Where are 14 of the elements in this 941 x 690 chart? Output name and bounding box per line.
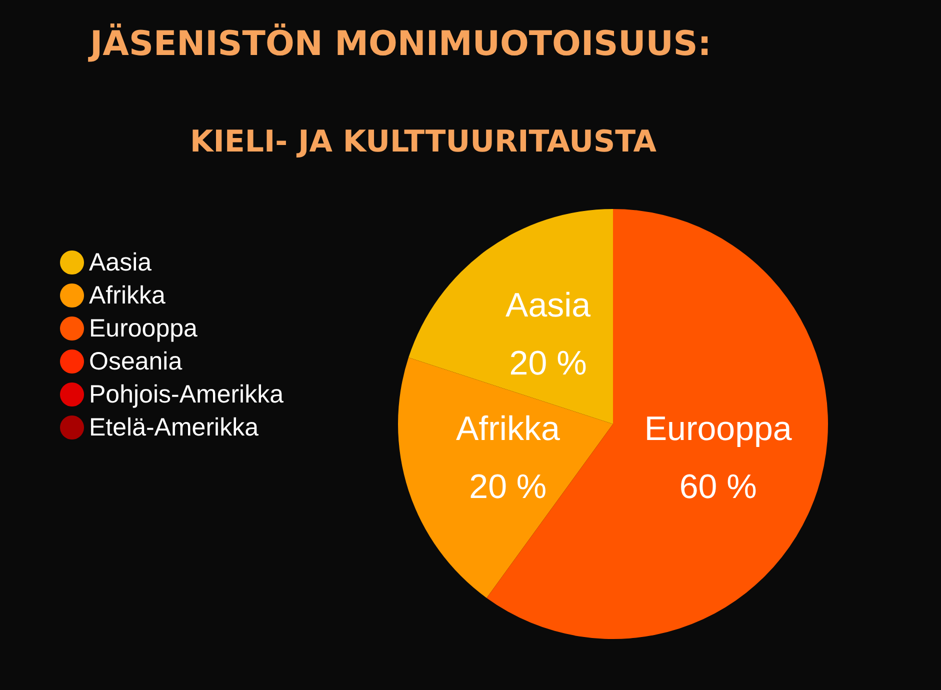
legend-label: Oseania xyxy=(89,348,182,376)
legend-label: Eurooppa xyxy=(89,314,198,342)
data-label: 20 % xyxy=(509,344,587,383)
slice-label: Eurooppa xyxy=(644,410,792,448)
chart-subtitle: KIELI- JA KULTTUURITAUSTA xyxy=(190,124,658,160)
chart-title: JÄSENISTÖN MONIMUOTOISUUS: xyxy=(88,23,712,64)
legend-label: Etelä-Amerikka xyxy=(89,414,259,442)
slice-label: Aasia xyxy=(506,286,591,325)
slice-label: Afrikka xyxy=(456,410,560,448)
legend-label: Pohjois-Amerikka xyxy=(89,380,284,408)
legend-label: Afrikka xyxy=(89,282,166,310)
data-label: 60 % xyxy=(679,468,757,506)
data-label: 20 % xyxy=(469,468,547,506)
legend-label: Aasia xyxy=(89,248,152,276)
